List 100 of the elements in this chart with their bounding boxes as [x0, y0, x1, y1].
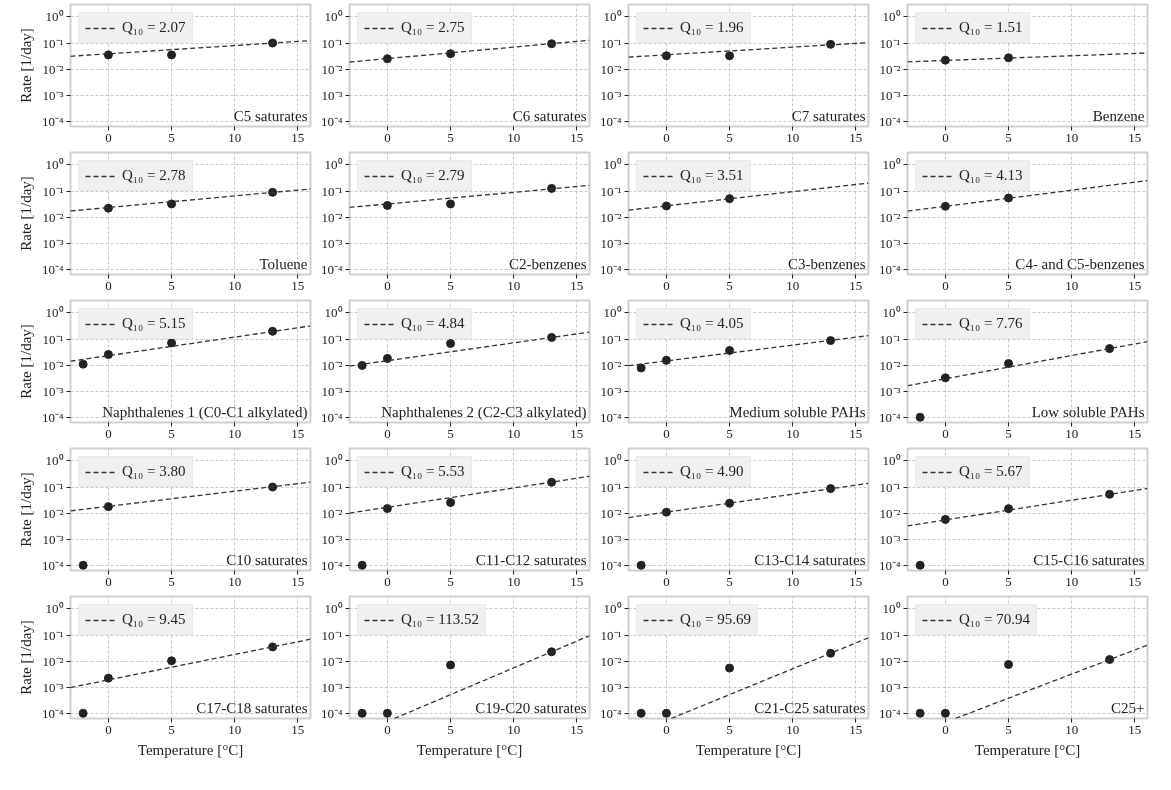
point: [636, 708, 646, 718]
x-tick-label: 15: [849, 277, 863, 293]
y-tick-label: 10⁻¹: [321, 479, 343, 495]
annotation: C2-benzenes: [509, 255, 587, 272]
x-tick-label: 5: [726, 277, 733, 293]
y-tick-label: 10⁻²: [42, 653, 64, 669]
y-tick-label: 10⁻⁴: [878, 409, 901, 425]
x-tick-label: 15: [849, 425, 863, 441]
y-tick-label: 10⁰: [324, 9, 343, 25]
legend-label: Q₁₀ = 7.76: [959, 315, 1023, 332]
point: [357, 360, 367, 370]
legend-label: Q₁₀ = 4.13: [959, 167, 1023, 184]
x-tick-label: 0: [105, 277, 112, 293]
y-tick-label: 10⁰: [603, 9, 622, 25]
point: [446, 660, 456, 670]
x-tick-label: 5: [726, 129, 733, 145]
y-tick-label: 10⁻¹: [600, 183, 622, 199]
x-tick-label: 0: [942, 129, 949, 145]
x-tick-label: 0: [384, 129, 391, 145]
x-tick-label: 10: [1065, 573, 1079, 589]
y-axis-title: Rate [1/day]: [17, 324, 34, 399]
x-tick-label: 5: [447, 277, 454, 293]
legend-label: Q₁₀ = 5.15: [122, 315, 186, 332]
x-tick-label: 0: [663, 573, 670, 589]
y-tick-label: 10⁻³: [42, 531, 64, 547]
y-tick-label: 10⁻³: [879, 87, 901, 103]
y-tick-label: 10⁻³: [321, 383, 343, 399]
y-tick-label: 10⁻¹: [42, 331, 64, 347]
y-tick-label: 10⁻³: [42, 87, 64, 103]
x-axis-title: Temperature [°C]: [137, 741, 244, 758]
legend-label: Q₁₀ = 113.52: [401, 611, 479, 628]
y-tick-label: 10⁰: [603, 601, 622, 617]
x-tick-label: 0: [942, 721, 949, 737]
x-tick-label: 5: [1005, 573, 1012, 589]
x-tick-label: 5: [447, 129, 454, 145]
x-tick-label: 15: [291, 129, 305, 145]
y-tick-label: 10⁻²: [879, 505, 901, 521]
x-tick-label: 0: [663, 129, 670, 145]
x-tick-label: 5: [1005, 277, 1012, 293]
x-tick-label: 15: [1128, 277, 1142, 293]
x-tick-label: 5: [447, 425, 454, 441]
y-tick-label: 10⁻⁴: [599, 261, 622, 277]
x-tick-label: 0: [105, 721, 112, 737]
y-tick-label: 10⁻²: [879, 61, 901, 77]
x-tick-label: 0: [384, 277, 391, 293]
legend-label: Q₁₀ = 1.51: [959, 19, 1023, 36]
y-tick-label: 10⁻²: [321, 505, 343, 521]
y-tick-label: 10⁰: [45, 305, 64, 321]
y-tick-label: 10⁻⁴: [41, 113, 64, 129]
y-tick-label: 10⁰: [882, 157, 901, 173]
x-tick-label: 0: [105, 425, 112, 441]
point: [1004, 660, 1014, 670]
y-tick-label: 10⁻³: [879, 531, 901, 547]
x-tick-label: 5: [447, 573, 454, 589]
annotation: C11-C12 saturates: [475, 551, 587, 568]
y-tick-label: 10⁻¹: [321, 35, 343, 51]
x-tick-label: 15: [849, 129, 863, 145]
x-tick-label: 10: [786, 129, 800, 145]
y-tick-label: 10⁰: [324, 453, 343, 469]
y-tick-label: 10⁻³: [321, 87, 343, 103]
x-axis-title: Temperature [°C]: [974, 741, 1081, 758]
point: [382, 708, 392, 718]
point: [446, 498, 456, 507]
y-tick-label: 10⁻¹: [879, 183, 901, 199]
x-tick-label: 15: [570, 721, 584, 737]
x-tick-label: 10: [1065, 277, 1079, 293]
x-tick-label: 10: [786, 573, 800, 589]
x-tick-label: 10: [1065, 425, 1079, 441]
annotation: Naphthalenes 1 (C0-C1 alkylated): [102, 403, 308, 421]
y-tick-label: 10⁻²: [321, 653, 343, 669]
y-tick-label: 10⁻²: [42, 357, 64, 373]
point: [915, 708, 925, 718]
y-axis-title: Rate [1/day]: [17, 620, 34, 695]
y-tick-label: 10⁻²: [879, 357, 901, 373]
point: [636, 560, 646, 570]
y-tick-label: 10⁻¹: [600, 35, 622, 51]
x-tick-label: 10: [786, 277, 800, 293]
point: [725, 345, 735, 355]
annotation: C17-C18 saturates: [196, 699, 308, 716]
y-tick-label: 10⁰: [324, 157, 343, 173]
y-tick-label: 10⁻²: [42, 209, 64, 225]
x-tick-label: 5: [447, 721, 454, 737]
y-tick-label: 10⁻²: [879, 653, 901, 669]
y-tick-label: 10⁻²: [42, 505, 64, 521]
x-tick-label: 5: [726, 573, 733, 589]
annotation: C25+: [1111, 699, 1145, 716]
annotation: Low soluble PAHs: [1031, 403, 1145, 420]
annotation: C13-C14 saturates: [754, 551, 866, 568]
point: [1004, 359, 1014, 369]
y-tick-label: 10⁻⁴: [41, 261, 64, 277]
x-tick-label: 0: [105, 573, 112, 589]
x-tick-label: 10: [228, 573, 242, 589]
y-tick-label: 10⁻⁴: [320, 705, 343, 721]
y-tick-label: 10⁻³: [600, 679, 622, 695]
legend-label: Q₁₀ = 95.69: [680, 611, 752, 628]
x-tick-label: 10: [228, 129, 242, 145]
y-tick-label: 10⁰: [603, 305, 622, 321]
y-tick-label: 10⁻²: [42, 61, 64, 77]
y-tick-label: 10⁻¹: [321, 331, 343, 347]
y-axis-title: Rate [1/day]: [17, 28, 34, 103]
